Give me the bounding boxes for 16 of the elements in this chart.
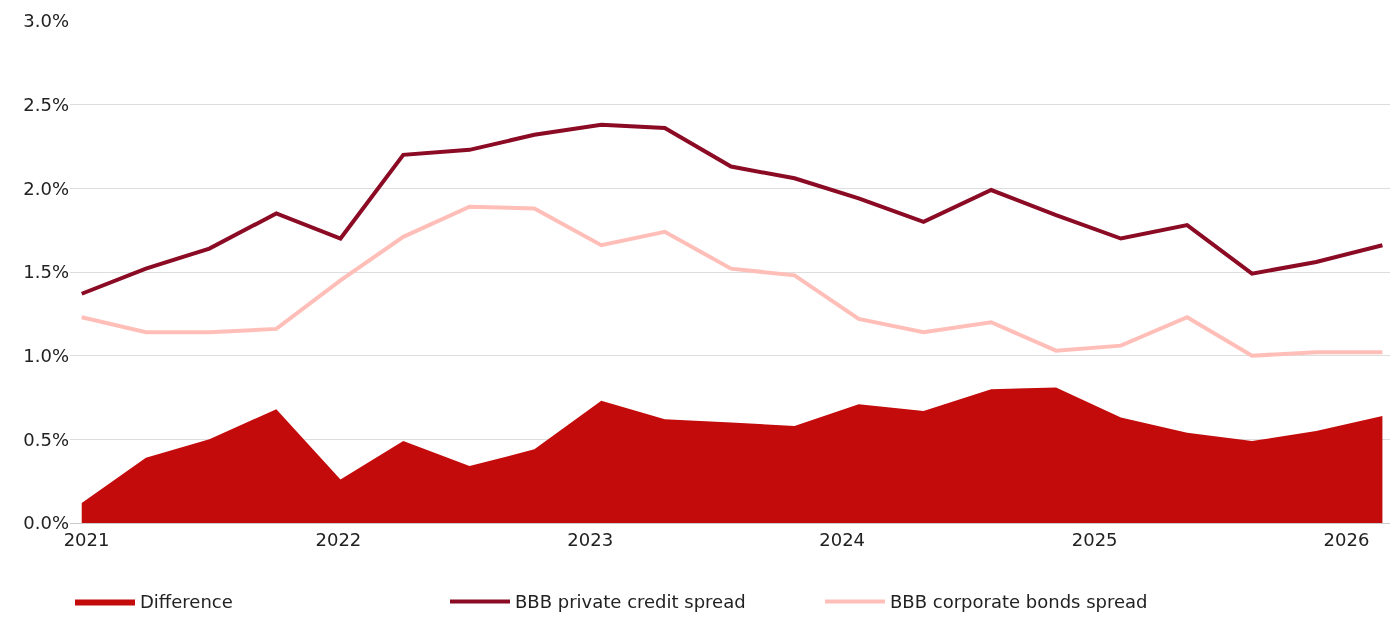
x-tick-label: 2024 [819, 528, 866, 550]
x-tick-label: 2026 [1323, 528, 1370, 550]
y-tick-label: 2.0% [23, 177, 69, 199]
line-series [79, 204, 1385, 358]
y-tick-label: 1.0% [23, 344, 69, 366]
legend-label: Difference [140, 591, 233, 613]
x-tick-label: 2022 [315, 528, 362, 550]
x-tick-label: 2023 [567, 528, 614, 550]
y-tick-label: 0.5% [23, 428, 69, 450]
legend-label: BBB corporate bonds spread [890, 591, 1148, 613]
y-tick-label: 3.0% [23, 10, 69, 32]
legend-label: BBB private credit spread [515, 591, 746, 613]
x-tick-label: 2025 [1071, 528, 1118, 550]
line-series [79, 122, 1385, 296]
y-tick-label: 1.5% [23, 261, 69, 283]
y-tick-label: 2.5% [23, 93, 69, 115]
